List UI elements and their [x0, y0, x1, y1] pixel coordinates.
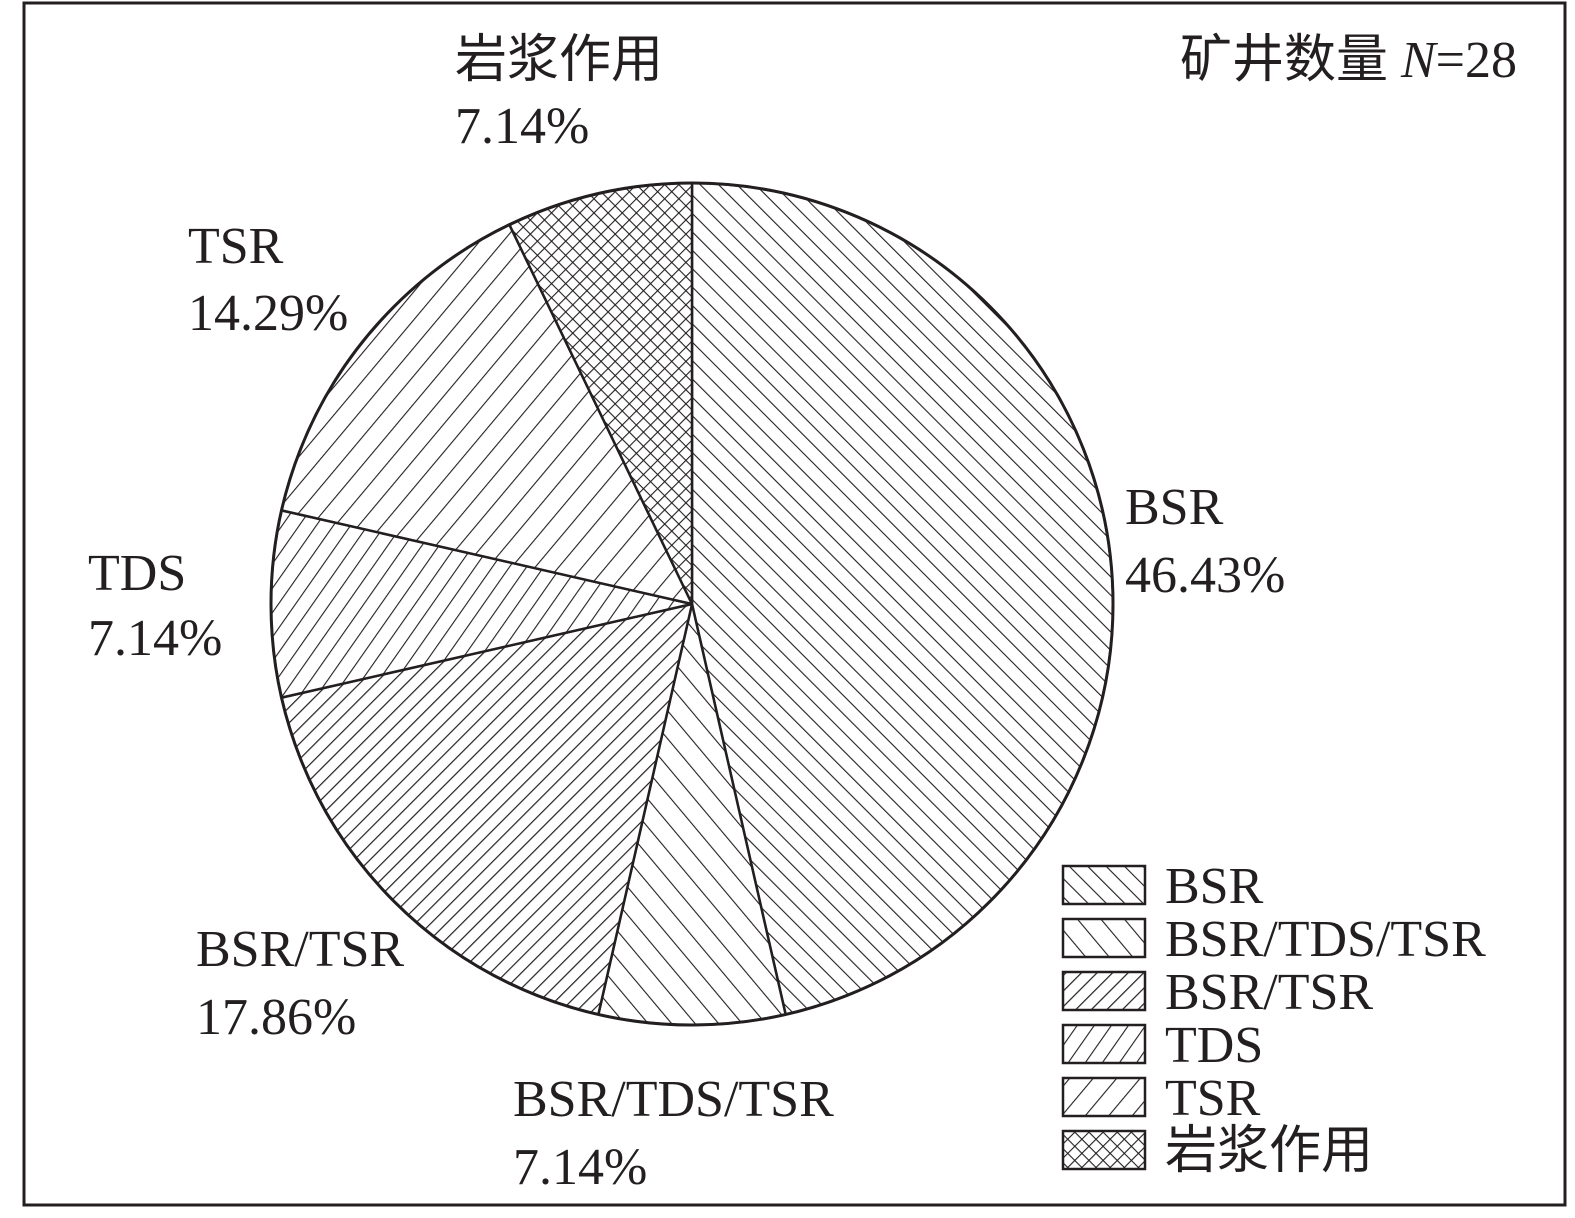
slice-percent-magma: 7.14% [455, 98, 589, 155]
legend-swatch-tds [1061, 1023, 1147, 1065]
legend-swatch-bsr-tds-tsr [1061, 917, 1147, 959]
slice-label-magma: 岩浆作用 [455, 32, 663, 89]
slice-label-tsr: TSR [188, 218, 284, 275]
legend-label-bsr-tds-tsr: BSR/TDS/TSR [1165, 911, 1486, 968]
legend-label-tsr: TSR [1165, 1070, 1261, 1127]
legend-swatch-magma [1061, 1129, 1147, 1171]
slice-label-bsr-tsr: BSR/TSR [196, 921, 404, 978]
slice-percent-bsr-tsr: 17.86% [196, 989, 356, 1046]
slice-percent-bsr: 46.43% [1125, 547, 1285, 604]
slice-percent-tds: 7.14% [88, 610, 222, 667]
legend-label-bsr: BSR [1165, 858, 1264, 915]
legend-label-tds: TDS [1165, 1017, 1263, 1074]
legend-swatch-tsr [1061, 1076, 1147, 1118]
legend-label-magma: 岩浆作用 [1165, 1123, 1373, 1180]
slice-label-bsr-tds-tsr: BSR/TDS/TSR [513, 1071, 834, 1128]
slice-label-tds: TDS [88, 545, 186, 602]
annotation-variable: N [1400, 32, 1439, 89]
legend: BSR BSR/TDS/TSR BSR/TSR TDS TSR 岩浆作用 [1061, 858, 1486, 1180]
slice-labels: BSR 46.43% BSR/TDS/TSR 7.14% BSR/TSR 17.… [88, 32, 1285, 1196]
annotation-suffix: =28 [1436, 32, 1517, 89]
legend-swatch-bsr-tsr [1061, 970, 1147, 1012]
legend-label-bsr-tsr: BSR/TSR [1165, 964, 1373, 1021]
slice-percent-tsr: 14.29% [188, 285, 348, 342]
slice-label-bsr: BSR [1125, 479, 1224, 536]
annotation-prefix: 矿井数量 [1180, 32, 1401, 89]
slice-percent-bsr-tds-tsr: 7.14% [513, 1139, 647, 1196]
legend-swatch-bsr [1061, 864, 1147, 906]
pie-outline [269, 181, 1115, 1027]
sample-size-annotation: 矿井数量 N=28 [1180, 32, 1517, 89]
pie-slices [269, 181, 1115, 1027]
